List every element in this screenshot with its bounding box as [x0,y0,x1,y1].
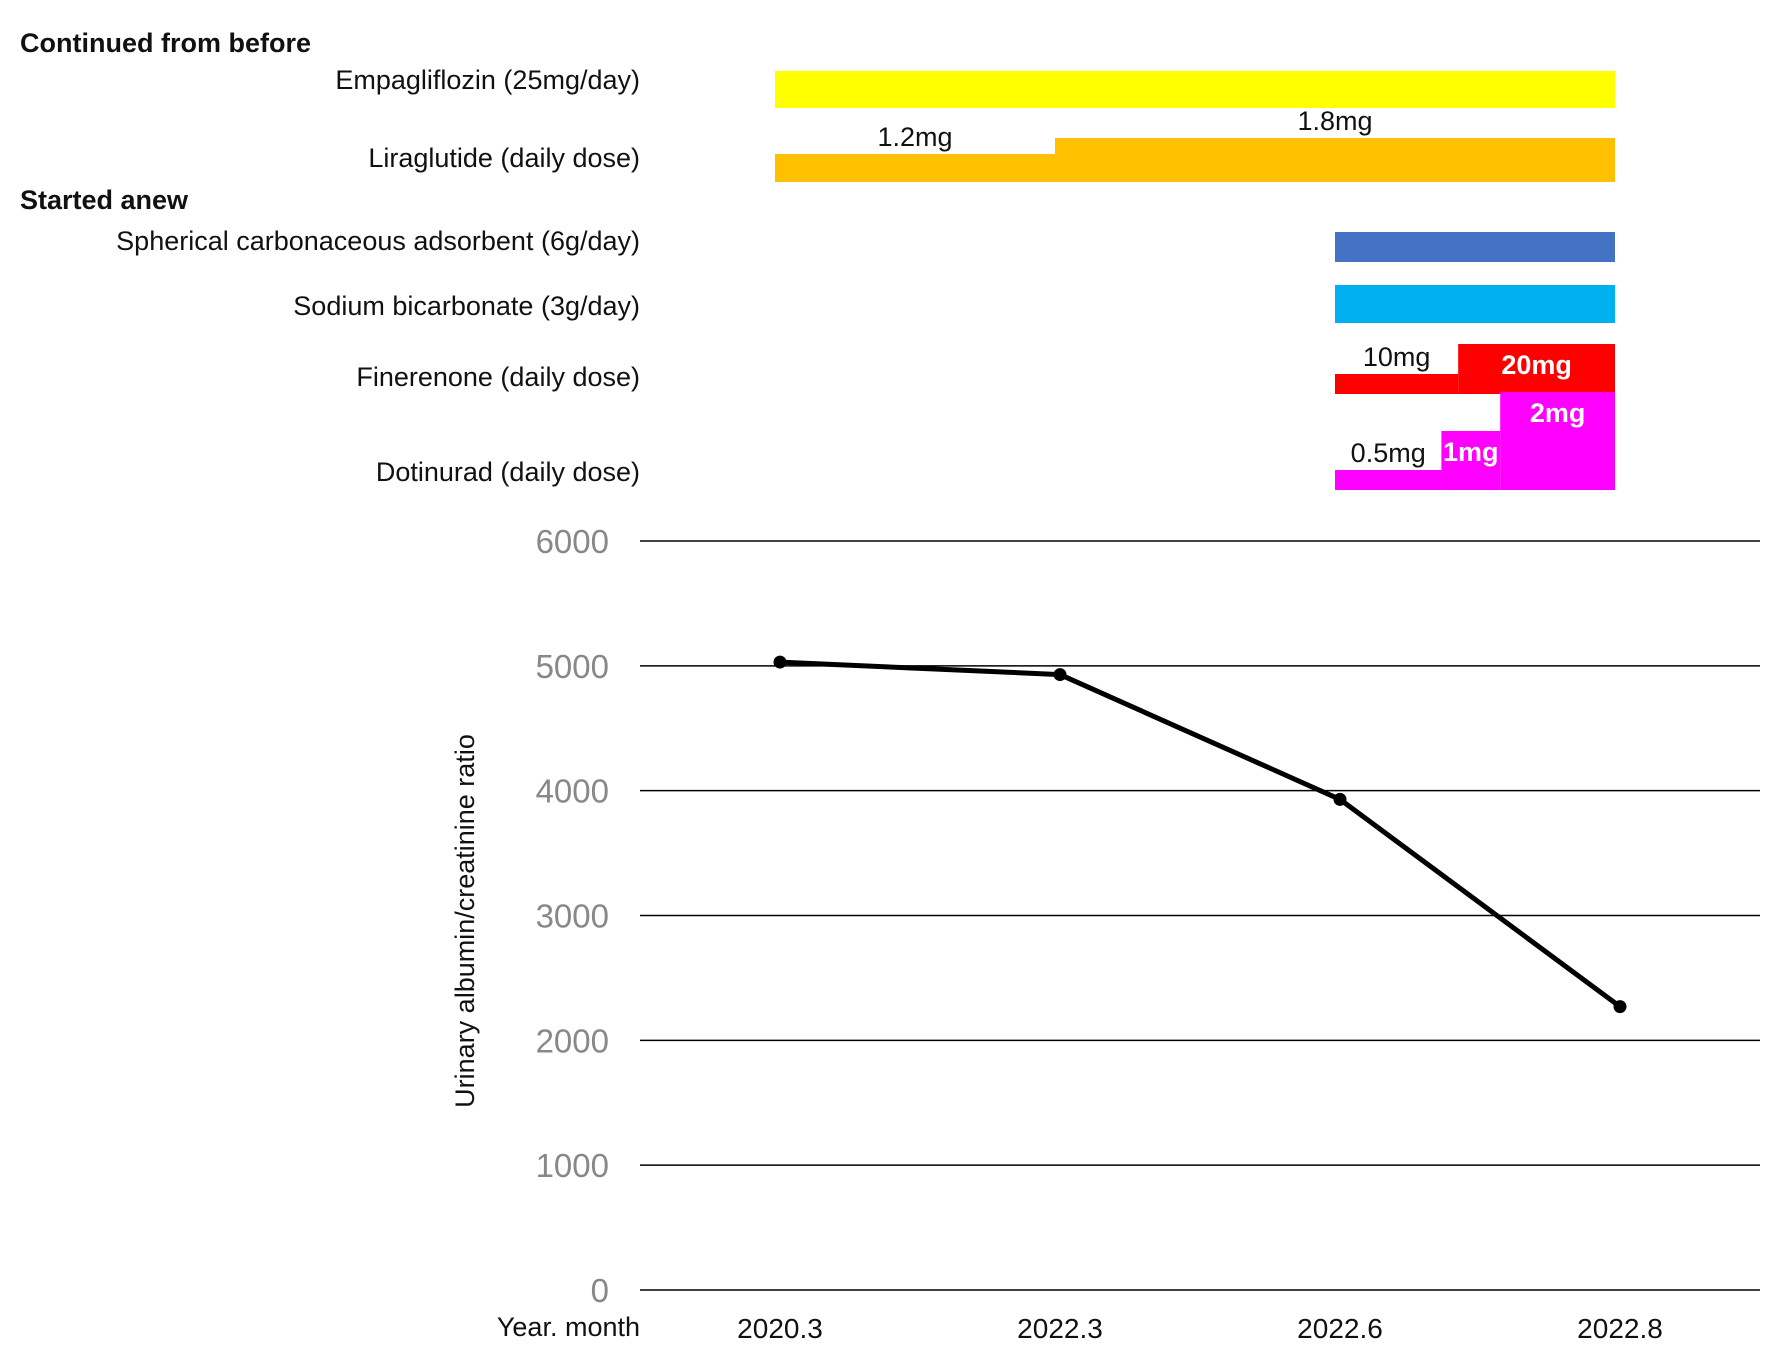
drug-label: Spherical carbonaceous adsorbent (6g/day… [116,226,640,256]
y-tick-label: 0 [591,1272,609,1309]
y-tick-label: 5000 [536,648,609,685]
dose-bar [1335,285,1615,323]
y-tick-label: 3000 [536,898,609,935]
dose-label: 1.8mg [1297,106,1372,136]
drug-label: Dotinurad (daily dose) [376,457,640,487]
data-point [1613,1000,1627,1014]
dose-bar [1335,470,1442,490]
y-tick-label: 6000 [536,523,609,560]
dose-bar [1458,344,1615,394]
data-point [1053,668,1067,682]
x-tick-label: 2022.3 [1017,1313,1103,1344]
section-heading: Continued from before [20,28,311,58]
dose-bar [1335,232,1615,262]
y-axis-title: Urinary albumin/creatinine ratio [450,734,480,1108]
dose-label: 0.5mg [1351,438,1426,468]
line-series [773,655,1627,1014]
x-axis-title: Year. month [497,1312,640,1342]
dose-label: 2mg [1530,398,1586,428]
medication-timeline: Continued from before Empagliflozin (25mg… [20,28,1615,490]
dose-bar [1441,431,1501,490]
y-tick-label: 1000 [536,1147,609,1184]
y-tick-label: 2000 [536,1022,609,1059]
data-point [773,655,787,669]
drug-label: Liraglutide (daily dose) [368,143,640,173]
x-tick-label: 2022.8 [1577,1313,1663,1344]
series-line [779,659,1622,1009]
dose-label: 1mg [1443,437,1499,467]
y-tick-label: 4000 [536,773,609,810]
gridlines [640,540,1760,1291]
dose-bar [1500,392,1615,490]
dose-label: 10mg [1363,342,1431,372]
dose-label: 20mg [1501,350,1572,380]
section-heading: Started anew [20,185,189,215]
x-axis-ticks: 2020.3 2022.3 2022.6 2022.8 [737,1313,1663,1344]
dose-bar [1055,138,1615,182]
dose-bar [1335,374,1459,394]
x-tick-label: 2022.6 [1297,1313,1383,1344]
dose-bar [775,71,1615,108]
y-axis-ticks: 0 1000 2000 3000 4000 5000 6000 [536,523,609,1309]
dose-label: 1.2mg [877,122,952,152]
data-point [1333,792,1347,806]
x-tick-label: 2020.3 [737,1313,823,1344]
drug-label: Finerenone (daily dose) [356,362,640,392]
drug-label: Empagliflozin (25mg/day) [335,65,640,95]
dose-bar [775,154,1055,182]
drug-label: Sodium bicarbonate (3g/day) [293,291,640,321]
